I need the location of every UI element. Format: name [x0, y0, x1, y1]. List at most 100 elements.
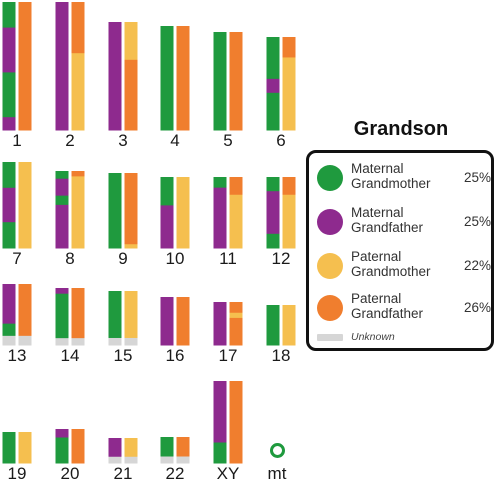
chromosome-1-maternal-segment-maternal-grandmother	[2, 72, 16, 118]
chromosome-8-maternal-segment-maternal-grandfather	[55, 204, 69, 249]
chromosome-22-maternal-segment-unknown	[160, 456, 174, 464]
chromosome-label-5: 5	[223, 131, 233, 150]
chromosome-9-paternal-segment-paternal-grandmother	[124, 244, 138, 249]
chromosome-12-maternal-segment-maternal-grandmother	[266, 177, 280, 192]
chromosome-label-16: 16	[165, 346, 185, 365]
chromosome-label-3: 3	[118, 131, 128, 150]
chromosome-label-13: 13	[7, 346, 27, 365]
unknown-swatch	[317, 334, 343, 341]
chromosome-8-maternal-segment-maternal-grandmother	[55, 195, 69, 206]
chromosome-12-maternal-segment-maternal-grandmother	[266, 233, 280, 249]
unknown-label: Unknown	[351, 331, 395, 343]
chromosome-11-paternal-segment-paternal-grandmother	[229, 194, 243, 249]
chromosome-label-8: 8	[65, 249, 75, 268]
chromosome-18-paternal-segment-paternal-grandmother	[282, 305, 296, 346]
chromosome-xy-maternal-segment-maternal-grandfather	[213, 381, 227, 443]
chromosome-label-15: 15	[113, 346, 133, 365]
chromosome-8-maternal-segment-maternal-grandfather	[55, 178, 69, 197]
chromosome-16-paternal-segment-paternal-grandfather	[176, 297, 190, 346]
chromosome-13-maternal-segment-maternal-grandfather	[2, 284, 16, 325]
chromosome-label-11: 11	[219, 249, 237, 268]
chromosome-label-19: 19	[7, 464, 27, 483]
chromosome-label-9: 9	[118, 249, 128, 268]
chromosome-16-maternal-segment-maternal-grandfather	[160, 297, 174, 346]
chromosome-1-maternal-segment-maternal-grandfather	[2, 117, 16, 131]
legend-item-maternal-grandfather: Maternal Grandfather 25%	[309, 203, 491, 243]
maternal-grandmother-swatch	[317, 165, 343, 191]
chromosome-6-maternal-segment-maternal-grandmother	[266, 37, 280, 80]
legend-title: Grandson	[353, 118, 449, 140]
chromosome-7-maternal-segment-maternal-grandfather	[2, 187, 16, 223]
chromosome-label-6: 6	[276, 131, 286, 150]
chromosome-label-1: 1	[12, 131, 22, 150]
chromosome-3-maternal-segment-maternal-grandfather	[108, 22, 122, 131]
chromosome-17-paternal-segment-paternal-grandfather	[229, 317, 243, 346]
chromosome-4-paternal-segment-paternal-grandfather	[176, 26, 190, 131]
chromosome-20-maternal-segment-maternal-grandfather	[55, 429, 69, 438]
chromosome-13-maternal-segment-unknown	[2, 335, 16, 346]
maternal-grandfather-swatch	[317, 209, 343, 235]
chromosome-label-mt: mt	[267, 464, 287, 483]
chromosome-6-paternal-segment-paternal-grandfather	[282, 37, 296, 58]
chromosome-12-paternal-segment-paternal-grandfather	[282, 177, 296, 196]
chromosome-11-maternal-segment-maternal-grandmother	[213, 177, 227, 189]
chromosome-14-maternal-segment-unknown	[55, 338, 69, 346]
chromosome-14-paternal-segment-unknown	[71, 338, 85, 346]
legend-item-paternal-grandmother: Paternal Grandmother 22%	[309, 247, 491, 287]
chromosome-9-maternal-segment-maternal-grandmother	[108, 173, 122, 249]
chromosome-label-7: 7	[12, 249, 22, 268]
mitochondria-icon	[270, 443, 285, 458]
chromosome-6-paternal-segment-paternal-grandmother	[282, 57, 296, 131]
chromosome-14-maternal-segment-maternal-grandmother	[55, 293, 69, 339]
legend-label: Paternal Grandfather	[351, 291, 424, 321]
chromosome-8-paternal-segment-paternal-grandmother	[71, 176, 85, 249]
chromosome-8-maternal-segment-maternal-grandmother	[55, 171, 69, 180]
chromosome-label-20: 20	[60, 464, 80, 483]
chromosome-6-maternal-segment-maternal-grandmother	[266, 92, 280, 131]
chromosome-18-maternal-segment-maternal-grandmother	[266, 305, 280, 346]
chromosome-label-2: 2	[65, 131, 75, 150]
legend-percent: 26%	[463, 300, 491, 315]
legend-item-paternal-grandfather: Paternal Grandfather 26%	[309, 289, 491, 329]
chromosome-6-maternal-segment-maternal-grandfather	[266, 78, 280, 94]
chromosome-label-22: 22	[165, 464, 185, 483]
legend-label: Maternal Grandmother	[351, 161, 431, 191]
chromosome-label-14: 14	[60, 346, 80, 365]
chromosome-12-maternal-segment-maternal-grandfather	[266, 191, 280, 235]
chromosome-5-maternal-segment-maternal-grandmother	[213, 32, 227, 131]
paternal-grandfather-swatch	[317, 295, 343, 321]
chromosome-8-paternal-segment-paternal-grandfather	[71, 171, 85, 177]
chromosome-13-paternal-segment-unknown	[18, 335, 32, 346]
chromosome-14-maternal-segment-maternal-grandfather	[55, 288, 69, 295]
legend-item-maternal-grandmother: Maternal Grandmother 25%	[309, 159, 491, 199]
chromosome-17-maternal-segment-maternal-grandfather	[213, 302, 227, 346]
chromosome-21-maternal-segment-unknown	[108, 456, 122, 464]
chromosome-10-paternal-segment-paternal-grandmother	[176, 177, 190, 249]
chromosome-15-paternal-segment-paternal-grandmother	[124, 291, 138, 339]
chromosome-2-maternal-segment-maternal-grandfather	[55, 2, 69, 131]
chromosome-21-paternal-segment-paternal-grandmother	[124, 438, 138, 458]
chromosome-7-maternal-segment-maternal-grandmother	[2, 222, 16, 249]
chromosome-15-maternal-segment-unknown	[108, 337, 122, 346]
legend-label: Maternal Grandfather	[351, 205, 424, 235]
chromosome-14-paternal-segment-paternal-grandfather	[71, 288, 85, 339]
chromosome-label-17: 17	[218, 346, 238, 365]
chromosome-10-maternal-segment-maternal-grandfather	[160, 205, 174, 249]
chromosome-1-paternal-segment-paternal-grandfather	[18, 2, 32, 131]
legend-label: Paternal Grandmother	[351, 249, 431, 279]
chromosome-22-paternal-segment-unknown	[176, 456, 190, 464]
chromosome-12-paternal-segment-paternal-grandmother	[282, 194, 296, 249]
chromosome-2-paternal-segment-paternal-grandfather	[71, 2, 85, 54]
chromosome-xy-maternal-segment-maternal-grandmother	[213, 442, 227, 464]
chromosome-22-maternal-segment-maternal-grandmother	[160, 437, 174, 457]
chromosome-3-paternal-segment-paternal-grandmother	[124, 22, 138, 61]
chromosome-9-paternal-segment-paternal-grandfather	[124, 173, 138, 245]
chromosome-17-paternal-segment-paternal-grandfather	[229, 302, 243, 314]
chromosome-15-paternal-segment-unknown	[124, 337, 138, 346]
chromosome-13-maternal-segment-maternal-grandmother	[2, 323, 16, 337]
chromosome-17-paternal-segment-paternal-grandmother	[229, 312, 243, 319]
chromosome-22-paternal-segment-paternal-grandfather	[176, 437, 190, 457]
chromosome-label-21: 21	[113, 464, 133, 483]
paternal-grandmother-swatch	[317, 253, 343, 279]
chromosome-2-paternal-segment-paternal-grandmother	[71, 53, 85, 131]
